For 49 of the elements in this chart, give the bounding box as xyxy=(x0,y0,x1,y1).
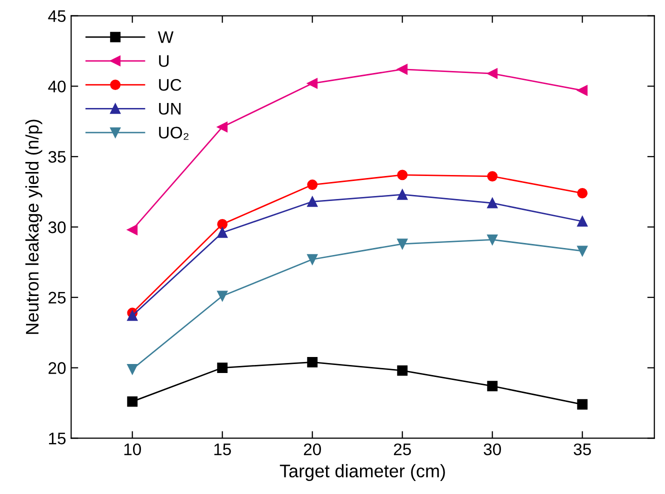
point xyxy=(217,290,228,302)
y-axis-title: Neutron leakage yield (n/p) xyxy=(25,120,42,334)
point xyxy=(577,85,588,96)
legend-label: U xyxy=(159,55,169,67)
legend-label: W xyxy=(158,31,174,43)
y-tick-label: 30 xyxy=(48,221,66,234)
point xyxy=(127,224,138,236)
point xyxy=(127,396,138,407)
point xyxy=(577,399,588,410)
point xyxy=(487,198,498,208)
x-axis-title: Target diameter (cm) xyxy=(280,464,445,481)
point xyxy=(307,356,318,368)
point xyxy=(127,364,138,374)
point xyxy=(217,227,228,238)
point xyxy=(577,246,588,256)
point xyxy=(487,234,498,245)
point xyxy=(217,362,228,373)
y-tick-label: 45 xyxy=(48,10,66,22)
point xyxy=(397,189,408,200)
y-tick-label: 20 xyxy=(48,362,66,374)
point xyxy=(127,310,138,321)
point xyxy=(307,196,318,207)
x-tick-label: 25 xyxy=(394,443,411,456)
y-tick-label: 25 xyxy=(48,292,66,304)
x-tick-label: 15 xyxy=(214,444,231,456)
x-tick-label: 20 xyxy=(304,443,321,456)
point xyxy=(307,78,318,89)
point xyxy=(487,380,498,392)
y-tick-label: 35 xyxy=(48,151,66,163)
point xyxy=(217,218,228,230)
point xyxy=(577,216,588,227)
x-tick-label: 35 xyxy=(574,443,591,456)
x-tick-label: 10 xyxy=(124,443,141,456)
point xyxy=(397,238,408,250)
point xyxy=(397,170,408,180)
point xyxy=(487,171,498,182)
legend-label: UC xyxy=(159,78,182,91)
point xyxy=(307,254,318,265)
point xyxy=(577,188,588,198)
point xyxy=(307,180,318,190)
legend-label: UO₂ xyxy=(159,126,188,140)
legend-label: UN xyxy=(159,103,181,115)
point xyxy=(217,122,228,132)
y-tick-label: 40 xyxy=(48,80,66,92)
point xyxy=(397,365,408,376)
point xyxy=(487,68,498,79)
y-tick-label: 15 xyxy=(49,432,66,444)
x-tick-label: 30 xyxy=(484,443,501,456)
point xyxy=(397,64,408,75)
